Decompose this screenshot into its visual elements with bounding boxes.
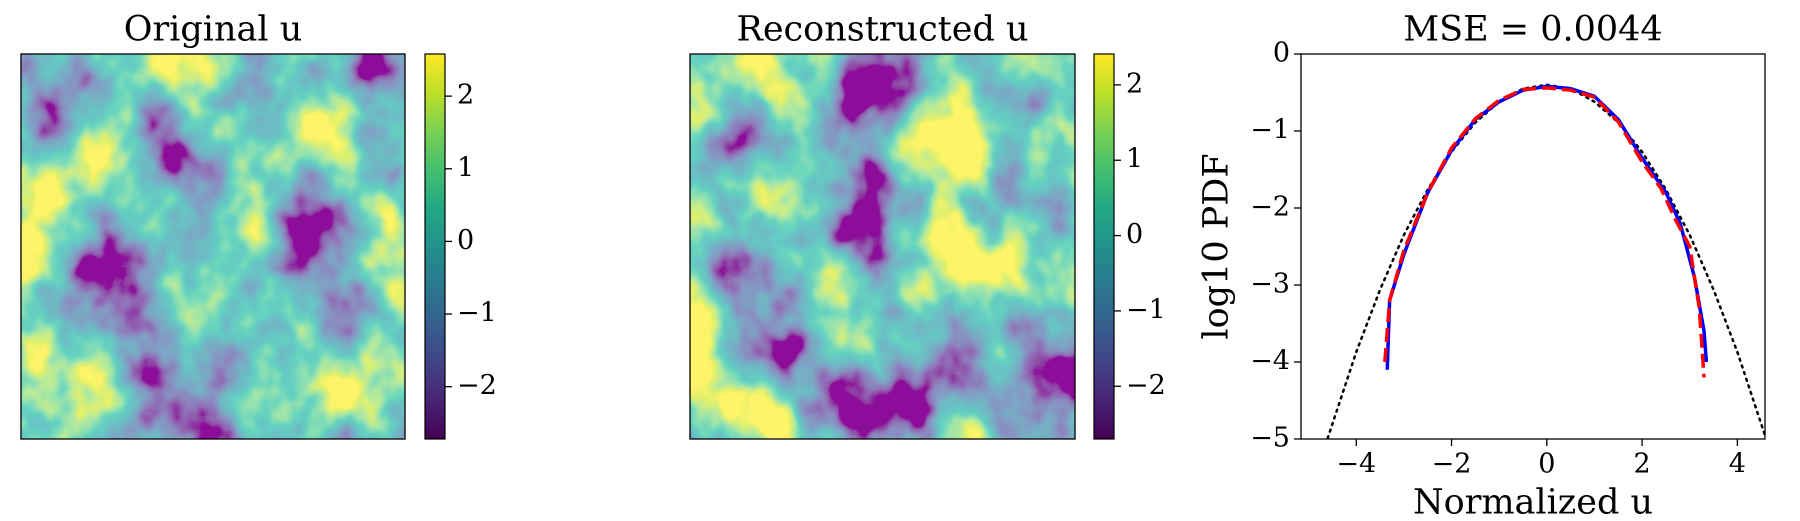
colorbar-tick-label: −2 bbox=[1126, 370, 1166, 401]
colorbar-tick-label: 1 bbox=[457, 152, 474, 183]
y-tick-label: −5 bbox=[1250, 423, 1290, 454]
colorbar-tick-label: 1 bbox=[1126, 144, 1143, 175]
image-frame bbox=[689, 53, 1076, 440]
colorbar-tick-label: −1 bbox=[1126, 294, 1166, 325]
panel-title: Reconstructed u bbox=[736, 10, 1028, 50]
axes-frame bbox=[1300, 53, 1766, 440]
colorbar-tick-label: 0 bbox=[1126, 219, 1143, 250]
y-tick-label: −4 bbox=[1250, 346, 1290, 377]
x-tick-label: −2 bbox=[1432, 449, 1472, 480]
colorbar-tick-label: −1 bbox=[457, 298, 497, 329]
x-tick-label: 2 bbox=[1633, 449, 1650, 480]
colorbar-tick-label: 0 bbox=[457, 225, 474, 256]
series-line bbox=[1385, 84, 1709, 370]
x-tick-label: −4 bbox=[1336, 449, 1376, 480]
panel-title: MSE = 0.0044 bbox=[1403, 10, 1662, 50]
colorbar bbox=[1093, 53, 1115, 440]
series-line bbox=[1383, 86, 1706, 378]
series-line bbox=[1326, 83, 1765, 439]
colorbar bbox=[424, 53, 446, 440]
y-tick-label: 0 bbox=[1273, 38, 1290, 69]
panel-title: Original u bbox=[124, 10, 303, 50]
colorbar-tick-label: 2 bbox=[1126, 68, 1143, 99]
field-image bbox=[21, 54, 405, 439]
image-frame bbox=[20, 53, 406, 440]
y-axis-label: log10 PDF bbox=[1197, 153, 1237, 339]
colorbar-tick-label: 2 bbox=[457, 80, 474, 111]
y-tick-label: −1 bbox=[1250, 115, 1290, 146]
x-tick-label: 0 bbox=[1538, 449, 1555, 480]
x-tick-label: 4 bbox=[1729, 449, 1746, 480]
y-tick-label: −3 bbox=[1250, 269, 1290, 300]
x-axis-label: Normalized u bbox=[1413, 483, 1653, 521]
colorbar-tick-label: −2 bbox=[457, 370, 497, 401]
y-tick-label: −2 bbox=[1250, 192, 1290, 223]
field-image bbox=[690, 54, 1075, 439]
